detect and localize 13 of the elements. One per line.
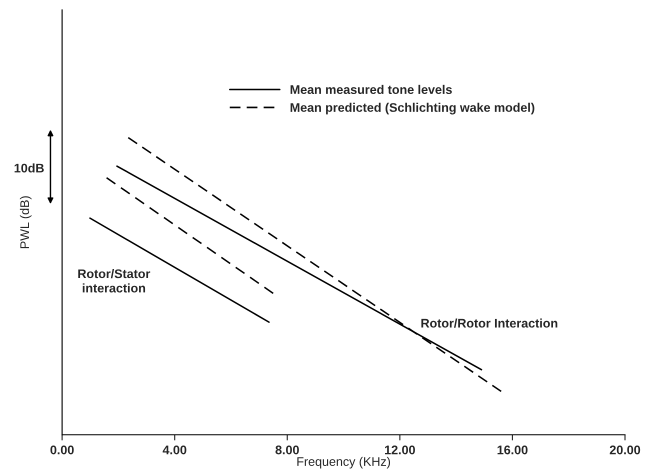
text: 10dB [14,163,44,173]
x-tick-label: 8.00 [276,445,299,454]
legend-label: Mean measured tone levels [290,84,452,94]
x-tick-label: 20.00 [610,445,640,454]
x-tick-label: 0.00 [50,445,74,454]
y-axis-title: PWL (dB) [20,196,32,248]
x-tick-label: 16.00 [498,445,528,454]
annotation: Rotor/Rotor Interaction [421,318,558,328]
x-axis-title: Frequency (KHz) [297,456,390,468]
annotation: Rotor/Stator interaction [78,268,150,293]
legend-label: Mean predicted (Schlichting wake model) [290,102,534,114]
x-tick-label: 4.00 [162,445,186,454]
x-tick-label: 12.00 [384,445,415,454]
